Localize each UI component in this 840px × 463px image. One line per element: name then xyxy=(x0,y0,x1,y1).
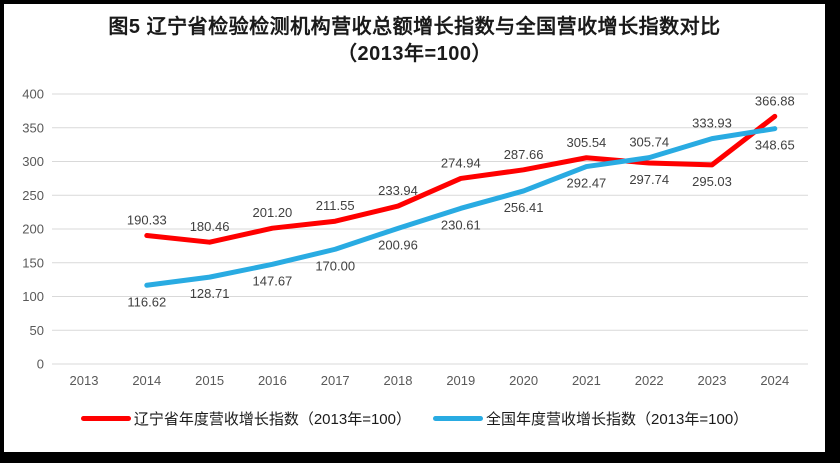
x-tick-label: 2016 xyxy=(258,373,287,388)
data-label: 200.96 xyxy=(378,237,418,252)
legend: 辽宁省年度营收增长指数（2013年=100） 全国年度营收增长指数（2013年=… xyxy=(4,408,825,429)
data-label: 128.71 xyxy=(190,286,230,301)
data-label: 170.00 xyxy=(315,258,355,273)
data-label: 211.55 xyxy=(316,198,355,213)
chart-title-line2: （2013年=100） xyxy=(336,43,493,65)
legend-item-liaoning: 辽宁省年度营收增长指数（2013年=100） xyxy=(80,408,411,429)
legend-label-liaoning: 辽宁省年度营收增长指数（2013年=100） xyxy=(133,411,411,428)
y-tick-label: 100 xyxy=(22,289,44,304)
data-label: 256.41 xyxy=(504,200,544,215)
data-label: 116.62 xyxy=(127,294,166,309)
x-tick-label: 2019 xyxy=(446,373,475,388)
x-tick-label: 2015 xyxy=(195,373,224,388)
y-tick-label: 150 xyxy=(22,255,44,270)
x-tick-label: 2020 xyxy=(509,373,538,388)
y-tick-label: 400 xyxy=(22,87,44,102)
x-tick-label: 2022 xyxy=(635,373,664,388)
x-tick-label: 2017 xyxy=(321,373,350,388)
x-tick-label: 2013 xyxy=(70,373,99,388)
series-line-1 xyxy=(144,126,778,288)
data-label: 348.65 xyxy=(755,138,795,153)
legend-item-national: 全国年度营收增长指数（2013年=100） xyxy=(433,408,748,429)
y-tick-label: 300 xyxy=(22,154,44,169)
data-label: 274.94 xyxy=(441,155,481,170)
data-label: 295.03 xyxy=(692,174,732,189)
data-label: 366.88 xyxy=(755,93,795,108)
data-label: 292.47 xyxy=(567,176,607,191)
line-chart: 0 50 100 150 200 250 300 350 400 2013 2014 2015 2016… xyxy=(22,87,808,388)
data-label: 305.74 xyxy=(629,135,669,150)
x-tick-label: 2014 xyxy=(132,373,161,388)
y-tick-label: 0 xyxy=(37,357,44,372)
chart-title: 图5 辽宁省检验检测机构营收总额增长指数与全国营收增长指数对比 （2013年=1… xyxy=(4,14,825,68)
x-tick-label: 2023 xyxy=(698,373,727,388)
data-label: 190.33 xyxy=(127,213,167,228)
data-label: 305.54 xyxy=(567,135,607,150)
data-label: 230.61 xyxy=(441,217,481,232)
legend-swatch-national-line xyxy=(433,416,483,421)
legend-label-national: 全国年度营收增长指数（2013年=100） xyxy=(486,411,749,428)
y-tick-label: 200 xyxy=(22,222,44,237)
series-line-0 xyxy=(144,113,778,245)
data-label: 287.66 xyxy=(504,147,544,162)
chart-title-line1: 图5 辽宁省检验检测机构营收总额增长指数与全国营收增长指数对比 xyxy=(108,16,721,38)
data-label: 201.20 xyxy=(253,205,293,220)
data-label: 297.74 xyxy=(629,172,669,187)
x-tick-label: 2021 xyxy=(572,373,601,388)
y-tick-label: 250 xyxy=(22,188,44,203)
data-label: 147.67 xyxy=(253,273,293,288)
x-tick-label: 2018 xyxy=(384,373,413,388)
legend-swatch-liaoning-line xyxy=(80,416,131,421)
data-label: 233.94 xyxy=(378,183,418,198)
x-tick-label: 2024 xyxy=(760,373,789,388)
data-label: 333.93 xyxy=(692,116,732,131)
y-tick-label: 50 xyxy=(30,323,44,338)
y-tick-label: 350 xyxy=(22,120,44,135)
data-label: 180.46 xyxy=(190,219,230,234)
